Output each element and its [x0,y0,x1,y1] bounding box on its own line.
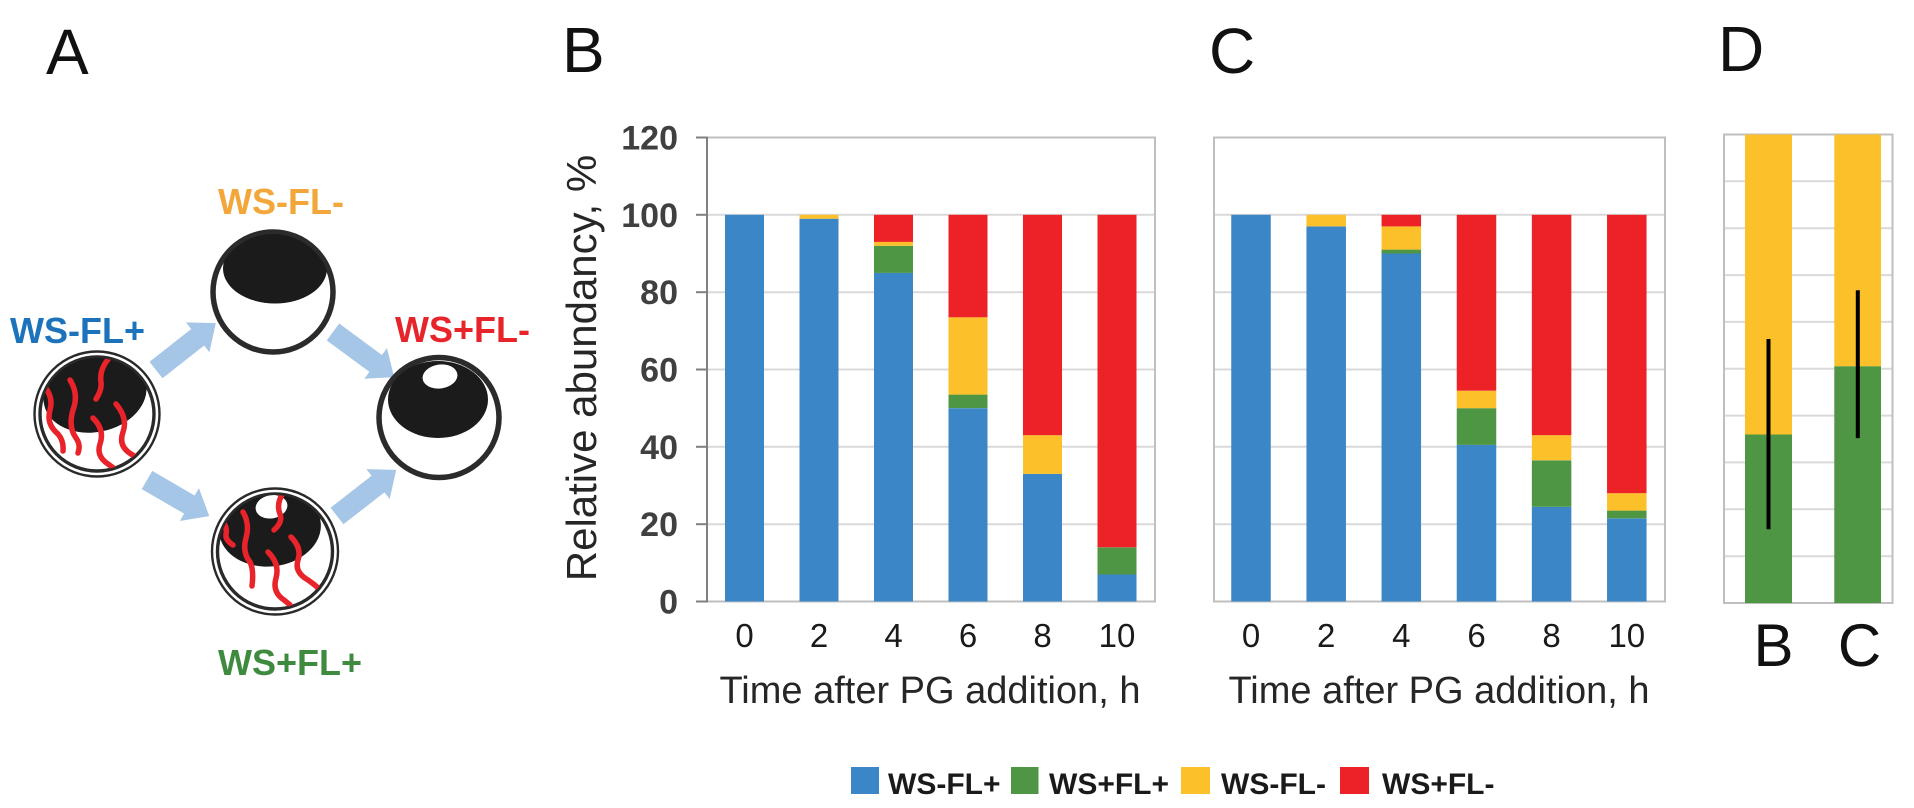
svg-text:WS-FL+: WS-FL+ [888,768,1001,801]
svg-text:6: 6 [959,617,977,654]
svg-text:WS+FL+: WS+FL+ [1049,768,1169,801]
svg-text:B: B [562,14,605,86]
svg-text:WS-FL+: WS-FL+ [10,310,145,351]
svg-text:40: 40 [640,429,678,467]
svg-text:A: A [46,16,89,88]
svg-text:D: D [1718,13,1764,85]
svg-text:WS+FL+: WS+FL+ [218,642,362,683]
svg-text:WS+FL-: WS+FL- [395,309,530,350]
svg-text:C: C [1209,15,1255,87]
svg-text:WS-FL-: WS-FL- [218,181,344,222]
svg-text:WS-FL-: WS-FL- [1221,768,1326,801]
svg-text:10: 10 [1099,617,1136,654]
svg-text:4: 4 [884,617,902,654]
svg-text:10: 10 [1608,617,1645,654]
svg-text:80: 80 [640,274,678,312]
svg-text:Relative abundancy, %: Relative abundancy, % [558,155,605,581]
svg-text:WS+FL-: WS+FL- [1382,768,1495,801]
svg-text:0: 0 [659,584,678,622]
svg-text:0: 0 [735,617,753,654]
svg-text:Time after PG addition, h: Time after PG addition, h [1228,670,1649,712]
svg-text:2: 2 [1317,617,1335,654]
svg-text:20: 20 [640,506,678,544]
svg-text:120: 120 [621,120,678,158]
svg-text:100: 100 [621,197,678,235]
svg-text:6: 6 [1467,617,1485,654]
svg-text:C: C [1838,612,1881,679]
svg-text:8: 8 [1542,617,1560,654]
svg-text:Time after PG addition, h: Time after PG addition, h [719,670,1140,712]
svg-text:B: B [1753,612,1793,679]
svg-text:0: 0 [1242,617,1260,654]
svg-text:60: 60 [640,352,678,390]
svg-text:2: 2 [810,617,828,654]
svg-text:4: 4 [1392,617,1410,654]
svg-text:8: 8 [1033,617,1051,654]
